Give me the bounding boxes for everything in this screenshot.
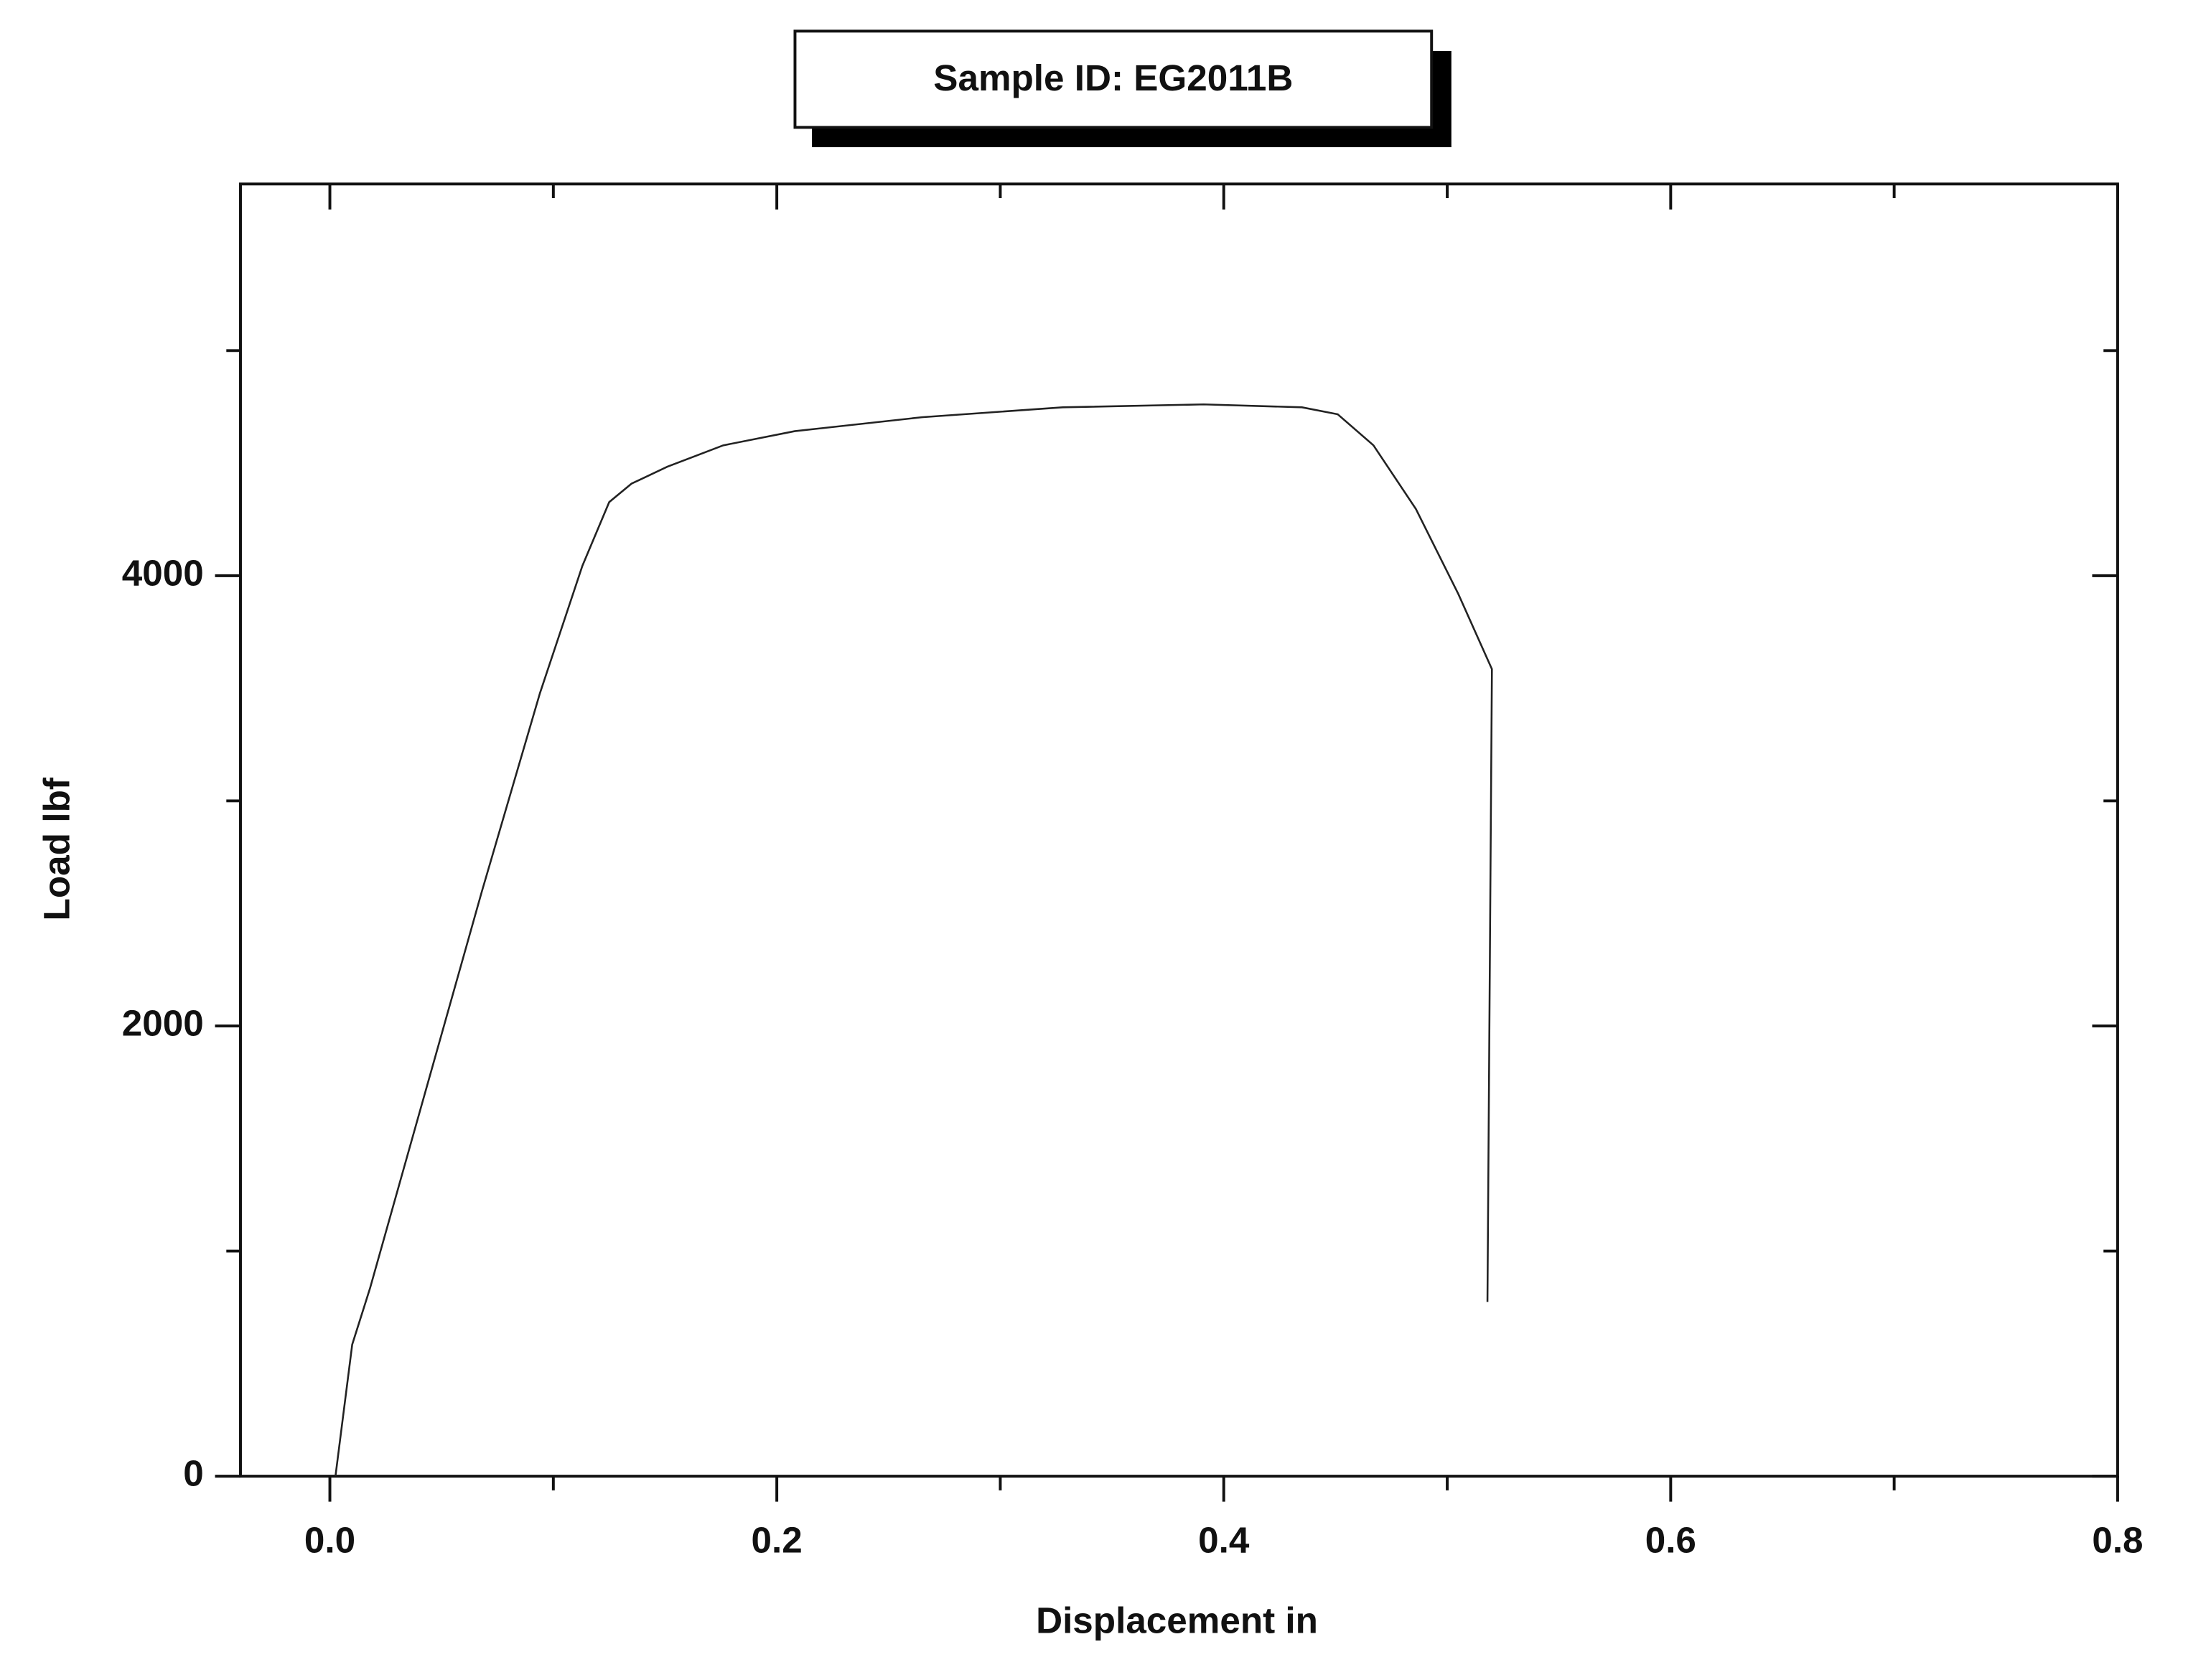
y-tick-label: 0 (183, 1453, 203, 1494)
data-line (335, 403, 1493, 1477)
chart-title: Sample ID: EG2011B (933, 57, 1293, 98)
x-tick-label: 0.4 (1198, 1519, 1250, 1560)
y-axis-label: Load lbf (36, 777, 77, 920)
x-tick-label: 0.6 (1645, 1519, 1696, 1560)
x-axis-label: Displacement in (1036, 1600, 1318, 1641)
x-tick-label: 0.0 (304, 1519, 355, 1560)
title-box (793, 29, 1434, 129)
x-tick-label: 0.2 (752, 1519, 803, 1560)
y-tick-label: 2000 (122, 1003, 204, 1044)
x-tick-label: 0.8 (2092, 1519, 2143, 1560)
plot-frame (239, 182, 2119, 1478)
y-tick-label: 4000 (122, 552, 204, 593)
